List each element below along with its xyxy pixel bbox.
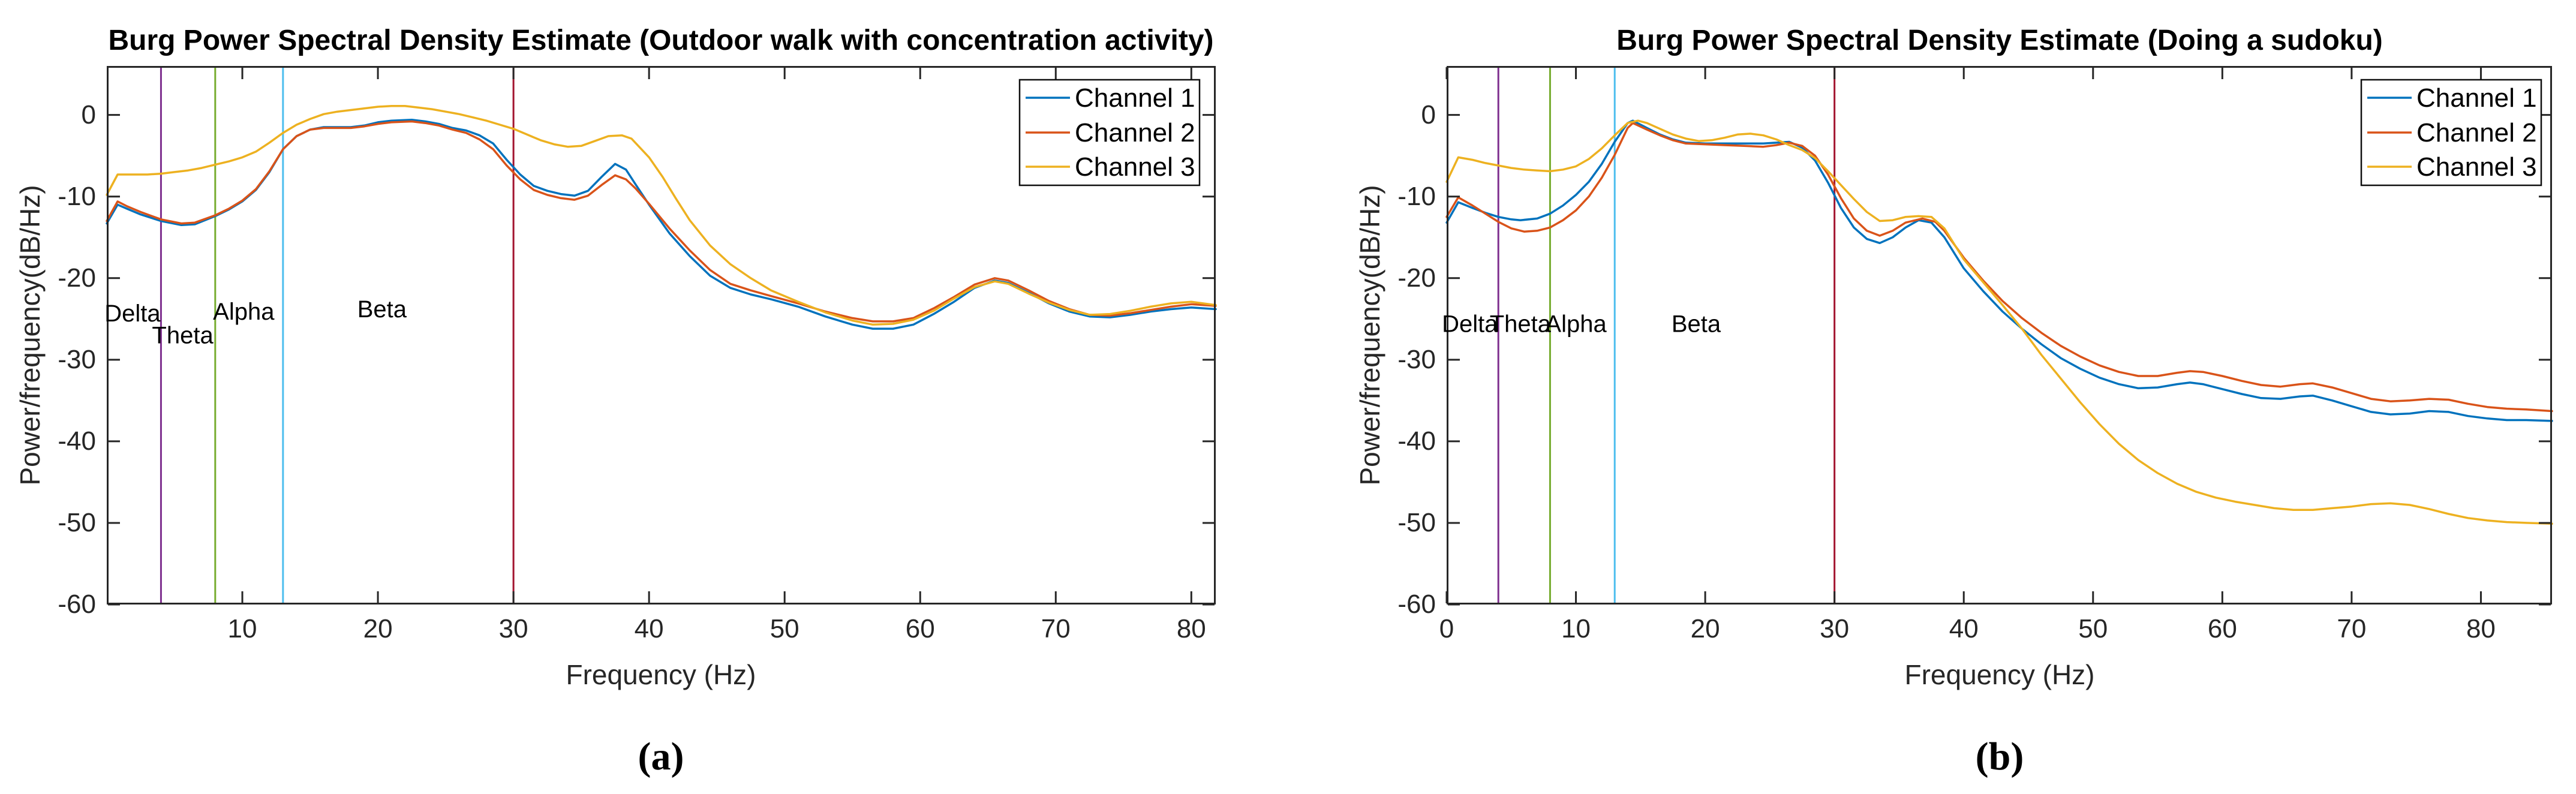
- y-tick-label: -30: [58, 344, 96, 374]
- x-axis-label: Frequency (Hz): [1904, 659, 2095, 690]
- x-tick-label: 70: [2337, 614, 2367, 643]
- x-tick-label: 10: [227, 614, 257, 643]
- x-tick-label: 80: [2466, 614, 2496, 643]
- channel-1-curve: [1445, 119, 2553, 422]
- band-label-delta: Delta: [1442, 311, 1498, 338]
- axes-frame: [107, 66, 1216, 604]
- x-tick-label: 40: [1949, 614, 1979, 643]
- x-tick-label: 70: [1041, 614, 1071, 643]
- x-tick-label: 20: [363, 614, 393, 643]
- subfigure-caption: (b): [1975, 735, 2024, 778]
- y-tick-label: -10: [1397, 181, 1436, 211]
- y-tick-label: 0: [1421, 100, 1436, 130]
- y-axis-label: Power/frequency(dB/Hz): [1354, 185, 1385, 486]
- y-tick-label: -20: [1397, 263, 1436, 293]
- plot-title: Burg Power Spectral Density Estimate (Do…: [1616, 25, 2383, 56]
- band-label-beta: Beta: [357, 296, 407, 323]
- y-tick-label: -40: [1397, 426, 1436, 456]
- band-label-theta: Theta: [152, 323, 214, 349]
- x-tick-label: 50: [770, 614, 799, 643]
- x-tick-label: 60: [2207, 614, 2237, 643]
- y-tick-label: -60: [58, 590, 96, 619]
- x-tick-label: 80: [1176, 614, 1206, 643]
- y-tick-label: 0: [81, 100, 96, 130]
- axes-frame: [1447, 66, 2552, 604]
- y-tick-label: -40: [58, 426, 96, 456]
- x-tick-label: 30: [1820, 614, 1850, 643]
- band-label-beta: Beta: [1672, 311, 1721, 338]
- legend-label-channel-3: Channel 3: [1075, 152, 1195, 182]
- plot-area: Delta Theta Alpha Beta Channel 1 Channel 2 Cha…: [1442, 66, 2553, 606]
- band-label-delta: Delta: [104, 300, 161, 327]
- y-tick-label: -30: [1397, 344, 1436, 374]
- legend-label-channel-3: Channel 3: [2416, 152, 2537, 182]
- legend-label-channel-1: Channel 1: [2416, 83, 2537, 113]
- y-tick-label: -20: [58, 263, 96, 293]
- x-tick-label: 30: [498, 614, 528, 643]
- x-tick-label: 20: [1690, 614, 1720, 643]
- legend-label-channel-2: Channel 2: [1075, 118, 1195, 148]
- x-axis-label: Frequency (Hz): [566, 659, 756, 690]
- legend-label-channel-2: Channel 2: [2416, 118, 2537, 148]
- y-tick-label: -60: [1397, 590, 1436, 619]
- y-tick-label: -10: [58, 181, 96, 211]
- channel-3-curve: [1445, 119, 2553, 525]
- channel-2-curve: [106, 120, 1217, 323]
- y-tick-label: -50: [58, 507, 96, 537]
- legend-label-channel-1: Channel 1: [1075, 83, 1195, 113]
- x-tick-label: 60: [905, 614, 935, 643]
- x-tick-label: 40: [634, 614, 664, 643]
- band-label-alpha: Alpha: [213, 299, 275, 325]
- subfigure-caption: (a): [638, 735, 684, 778]
- x-tick-label: 10: [1561, 614, 1591, 643]
- plot-title: Burg Power Spectral Density Estimate (Ou…: [108, 25, 1214, 56]
- x-tick-label: 0: [1439, 614, 1454, 643]
- band-label-alpha: Alpha: [1545, 311, 1607, 338]
- channel-3-curve: [106, 104, 1217, 326]
- plot-area: Delta Theta Alpha Beta Channel 1 Channel 2 Cha…: [104, 66, 1217, 606]
- channel-2-curve: [1445, 122, 2553, 413]
- band-label-theta: Theta: [1490, 311, 1552, 338]
- y-tick-label: -50: [1397, 507, 1436, 537]
- x-tick-label: 50: [2078, 614, 2108, 643]
